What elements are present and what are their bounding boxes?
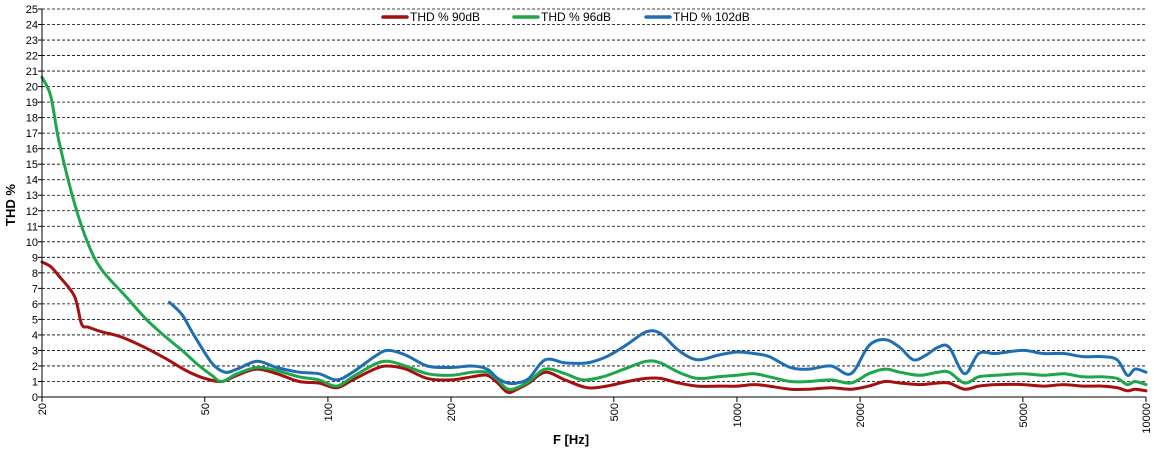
y-tick-label: 14: [26, 175, 38, 187]
grid-lines: [42, 8, 1146, 382]
y-tick-label: 0: [32, 392, 38, 404]
legend-label-2: THD % 96dB: [541, 10, 611, 24]
legend: THD % 90dB THD % 96dB THD % 102dB: [381, 10, 750, 24]
y-tick-label: 18: [26, 113, 38, 125]
y-tick-label: 10: [26, 237, 38, 249]
x-tick-label: 1000: [732, 403, 744, 427]
y-tick-label: 20: [26, 82, 38, 94]
x-tick-label: 100: [323, 403, 335, 421]
x-tick-label: 2000: [855, 403, 867, 427]
y-tick-label: 11: [27, 221, 38, 233]
series-lines: [40, 75, 1148, 395]
legend-label-1: THD % 90dB: [410, 10, 480, 24]
x-tick-label: 5000: [1018, 403, 1030, 427]
y-tick-label: 9: [32, 252, 38, 264]
axes: [38, 8, 1147, 402]
x-tick-label: 200: [446, 403, 458, 421]
y-tick-label: 8: [32, 268, 38, 280]
y-tick-label: 22: [26, 51, 38, 63]
y-tick-label: 16: [26, 144, 38, 156]
y-tick-label: 24: [26, 20, 38, 32]
x-tick-labels: 20 50 100 200 500 1000 2000 5000 10000: [37, 403, 1153, 434]
y-tick-label: 4: [32, 330, 38, 342]
y-tick-label: 19: [26, 97, 38, 109]
y-tick-label: 13: [26, 190, 38, 202]
legend-label-3: THD % 102dB: [673, 10, 750, 24]
x-tick-label: 500: [609, 403, 621, 421]
y-tick-label: 21: [26, 66, 38, 78]
series-line-2: [40, 75, 1148, 392]
y-tick-label: 17: [26, 128, 38, 140]
series-line-3: [168, 300, 1148, 386]
series-line-1: [40, 260, 1148, 395]
y-tick-label: 1: [32, 376, 38, 388]
y-tick-label: 23: [26, 35, 38, 47]
y-tick-label: 12: [26, 206, 38, 218]
y-tick-label: 2: [32, 361, 38, 373]
x-axis-title: F [Hz]: [553, 432, 589, 447]
x-tick-label: 20: [37, 403, 49, 415]
y-axis-title: THD %: [3, 184, 18, 226]
y-tick-label: 25: [26, 4, 38, 16]
y-tick-label: 3: [32, 345, 38, 357]
y-tick-label: 15: [26, 159, 38, 171]
y-tick-label: 7: [32, 283, 38, 295]
y-tick-label: 6: [32, 299, 38, 311]
x-tick-label: 10000: [1141, 403, 1153, 434]
y-tick-labels: 0123456789101112131415161718192021222324…: [26, 4, 38, 404]
x-tick-label: 50: [200, 403, 212, 415]
y-tick-label: 5: [32, 314, 38, 326]
